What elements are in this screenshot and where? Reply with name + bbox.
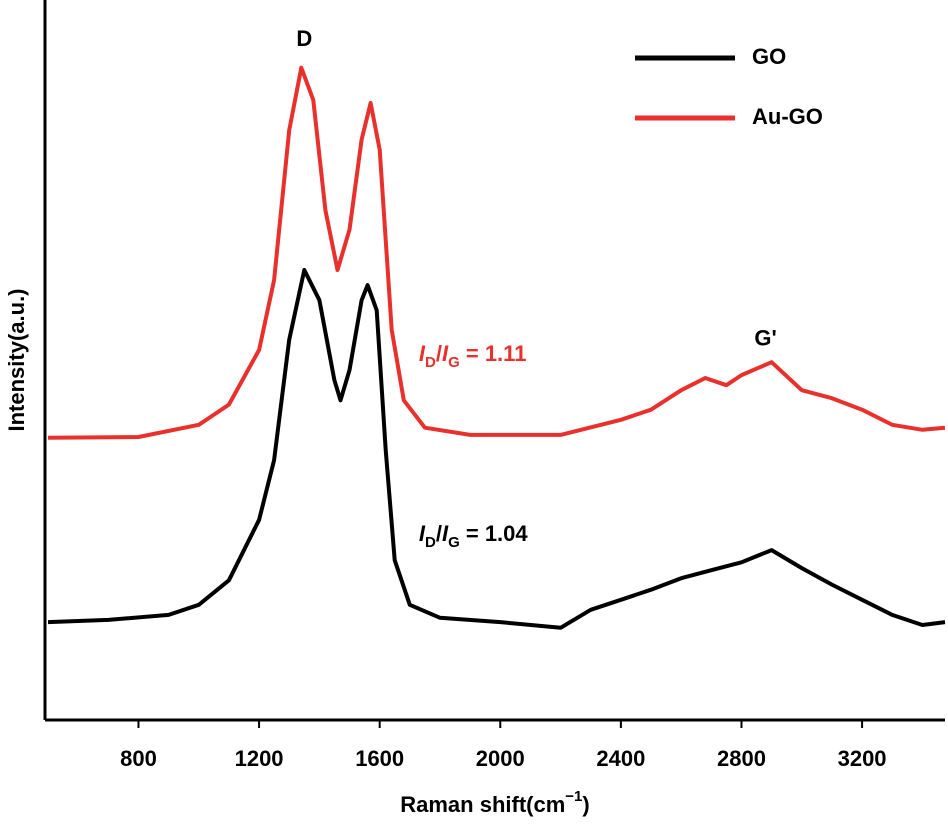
y-axis-label: Intensity(a.u.)	[4, 288, 29, 431]
ratio-label-part: I	[419, 341, 426, 366]
ratio-label-part: /	[436, 521, 442, 546]
spectrum-line	[47, 65, 946, 440]
peak-label: D	[296, 26, 312, 51]
ratio-label-part: /	[436, 341, 442, 366]
x-tick-label: 1200	[235, 746, 284, 771]
ratio-label-part: I	[442, 521, 449, 546]
ratio-label-part: D	[425, 354, 436, 371]
legend-label: GO	[752, 44, 786, 69]
ratio-label-part: I	[419, 521, 426, 546]
ratio-label-part: G	[448, 354, 460, 371]
x-tick-label: 1600	[355, 746, 404, 771]
ratio-label-part: I	[442, 341, 449, 366]
x-tick-label: 2000	[476, 746, 525, 771]
ratio-label-part: D	[425, 534, 436, 551]
peak-label: G'	[754, 326, 776, 351]
ratio-label: ID/IG = 1.04	[419, 521, 529, 551]
x-axis-label-part: )	[582, 792, 589, 817]
x-tick-label: 2800	[717, 746, 766, 771]
x-tick-label: 3200	[838, 746, 887, 771]
ratio-label-part: G	[448, 534, 460, 551]
x-tick-label: 2400	[596, 746, 645, 771]
ratio-label-part: = 1.11	[460, 341, 527, 366]
x-tick-label: 800	[120, 746, 157, 771]
ratio-label: ID/IG = 1.11	[419, 341, 527, 371]
x-axis-label-part: Raman shift(cm	[400, 792, 565, 817]
ratio-label-part: = 1.04	[460, 521, 529, 546]
spectrum-line	[47, 268, 946, 630]
x-axis-label-part: −1	[565, 788, 582, 805]
legend-label: Au-GO	[752, 104, 823, 129]
x-axis-label: Raman shift(cm−1)	[400, 788, 589, 817]
